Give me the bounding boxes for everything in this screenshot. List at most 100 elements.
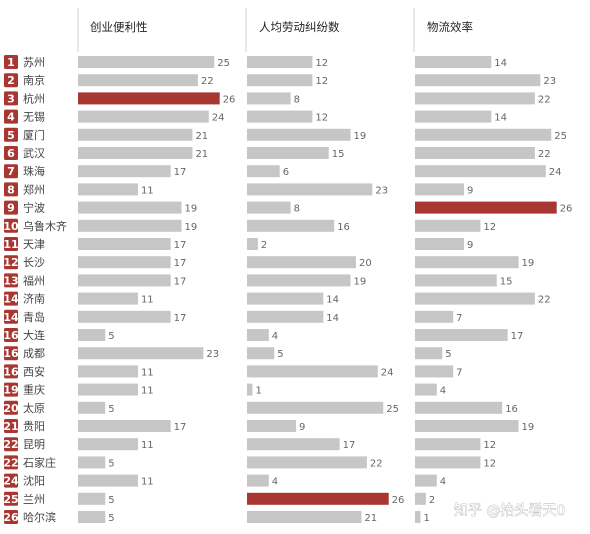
bar	[78, 511, 106, 523]
city-label: 成都	[23, 347, 45, 360]
city-label: 厦门	[23, 128, 45, 142]
city-label: 西安	[23, 364, 45, 378]
city-label: 南京	[23, 73, 45, 87]
city-label: 宁波	[23, 201, 45, 215]
rank-number: 8	[7, 183, 15, 196]
bar	[78, 165, 171, 178]
chart-rows: 1 苏州 25 12 142 南京 22 12 233 杭州 26 8 224 无锡 24 12 145 厦门 21…	[3, 55, 572, 524]
column-dividers	[77, 8, 415, 52]
bar	[247, 110, 313, 123]
bar	[78, 310, 171, 323]
bar	[415, 347, 443, 360]
bar	[415, 92, 535, 105]
data-label: 23	[375, 185, 388, 196]
rank-number: 21	[3, 420, 18, 433]
bar	[247, 256, 356, 269]
table-row: 20 太原 5 25 16	[3, 400, 518, 415]
bar	[415, 56, 492, 68]
rank-number: 22	[3, 456, 18, 469]
data-label: 11	[141, 477, 154, 488]
table-row: 5 厦门 21 19 25	[4, 127, 567, 142]
city-label: 无锡	[23, 110, 45, 124]
data-label: 1	[423, 513, 429, 524]
rank-number: 9	[7, 202, 15, 215]
bar	[415, 128, 552, 141]
bar	[415, 383, 437, 396]
data-label: 14	[494, 113, 507, 124]
data-label: 19	[522, 422, 535, 433]
table-row: 26 哈尔滨 5 21 1	[3, 510, 430, 524]
rank-badge	[4, 146, 18, 160]
bar	[78, 438, 138, 451]
data-label: 15	[332, 149, 345, 160]
bar	[415, 110, 492, 123]
data-label: 9	[467, 185, 473, 196]
table-row: 12 长沙 17 20 19	[3, 255, 534, 270]
bar	[78, 92, 220, 105]
bar	[415, 256, 519, 269]
table-row: 21 贵阳 17 9 19	[3, 419, 534, 433]
bar	[415, 238, 465, 250]
city-label: 大连	[23, 328, 45, 342]
rank-number: 22	[3, 438, 18, 451]
data-label: 19	[185, 204, 198, 215]
rank-badge	[4, 419, 18, 433]
city-label: 兰州	[23, 493, 45, 506]
bar	[78, 456, 106, 469]
bar	[78, 347, 204, 360]
data-label: 25	[386, 404, 399, 415]
bar	[247, 147, 329, 159]
rank-number: 6	[7, 147, 15, 160]
bar	[415, 329, 508, 341]
city-label: 福州	[23, 273, 45, 287]
rank-number: 7	[7, 165, 15, 178]
rank-badge	[4, 491, 18, 506]
bar	[78, 474, 138, 487]
bar	[247, 310, 324, 323]
rank-badge	[4, 309, 18, 324]
table-row: 19 重庆 11 1 4	[3, 382, 446, 397]
data-label: 17	[343, 440, 356, 451]
bar	[415, 511, 421, 523]
bar	[78, 110, 209, 123]
bar	[415, 74, 541, 87]
data-label: 11	[141, 185, 154, 196]
bar	[247, 329, 269, 341]
bar	[247, 201, 291, 214]
rank-badge	[4, 237, 18, 251]
rank-badge	[4, 200, 18, 215]
rank-badge	[4, 73, 18, 88]
data-label: 2	[429, 495, 435, 506]
table-row: 1 苏州 25 12 14	[4, 55, 507, 69]
rank-number: 1	[7, 56, 15, 69]
data-label: 21	[195, 149, 208, 160]
data-label: 1	[255, 386, 261, 397]
bar	[247, 183, 373, 196]
watermark: 知乎 @抬头看天0	[454, 502, 565, 519]
bar	[247, 511, 362, 523]
bar	[415, 147, 535, 159]
data-label: 11	[141, 386, 154, 397]
city-label: 武汉	[23, 147, 45, 160]
rank-badge	[4, 328, 18, 342]
data-label: 15	[500, 276, 513, 287]
rank-number: 26	[3, 511, 19, 524]
table-row: 22 昆明 11 17 12	[3, 437, 496, 452]
column-headers: 创业便利性 人均劳动纠纷数 物流效率	[90, 20, 473, 34]
data-label: 21	[364, 513, 377, 524]
data-label: 22	[538, 295, 551, 306]
table-row: 4 无锡 24 12 14	[4, 109, 507, 124]
table-row: 24 沈阳 11 4 4	[3, 473, 446, 488]
rank-number: 10	[3, 220, 19, 233]
data-label: 24	[381, 367, 394, 378]
bar	[78, 147, 193, 159]
bar	[78, 401, 106, 414]
bar	[247, 492, 389, 505]
table-row: 3 杭州 26 8 22	[4, 91, 551, 106]
rank-number: 16	[3, 329, 19, 342]
rank-number: 19	[3, 384, 18, 397]
table-row: 9 宁波 19 8 26	[4, 200, 572, 215]
table-row: 16 西安 11 24 7	[3, 364, 463, 379]
bar	[247, 383, 253, 396]
bar	[78, 201, 182, 214]
